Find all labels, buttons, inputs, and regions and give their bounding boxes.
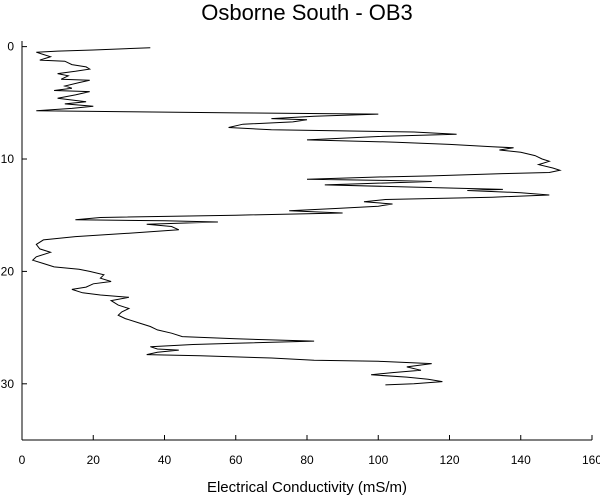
y-tick-label: 30 [1,377,15,391]
x-tick-label: 80 [300,453,314,467]
x-tick-label: 160 [582,453,600,467]
x-tick-label: 20 [87,453,101,467]
y-tick-label: 0 [7,40,14,54]
y-axis-ticks: 0 10 20 30 [1,40,27,391]
chart-title: Osborne South - OB3 [201,0,413,25]
conductivity-profile-line [31,47,562,386]
x-axis-label: Electrical Conductivity (mS/m) [207,479,407,496]
x-tick-label: 0 [19,453,26,467]
x-tick-label: 40 [158,453,172,467]
x-tick-label: 140 [511,453,531,467]
x-axis-ticks: 0 20 40 60 80 100 120 140 160 [19,435,600,467]
x-tick-label: 120 [439,453,459,467]
y-tick-label: 10 [1,152,15,166]
x-tick-label: 100 [368,453,388,467]
y-tick-label: 20 [1,264,15,278]
x-tick-label: 60 [229,453,243,467]
